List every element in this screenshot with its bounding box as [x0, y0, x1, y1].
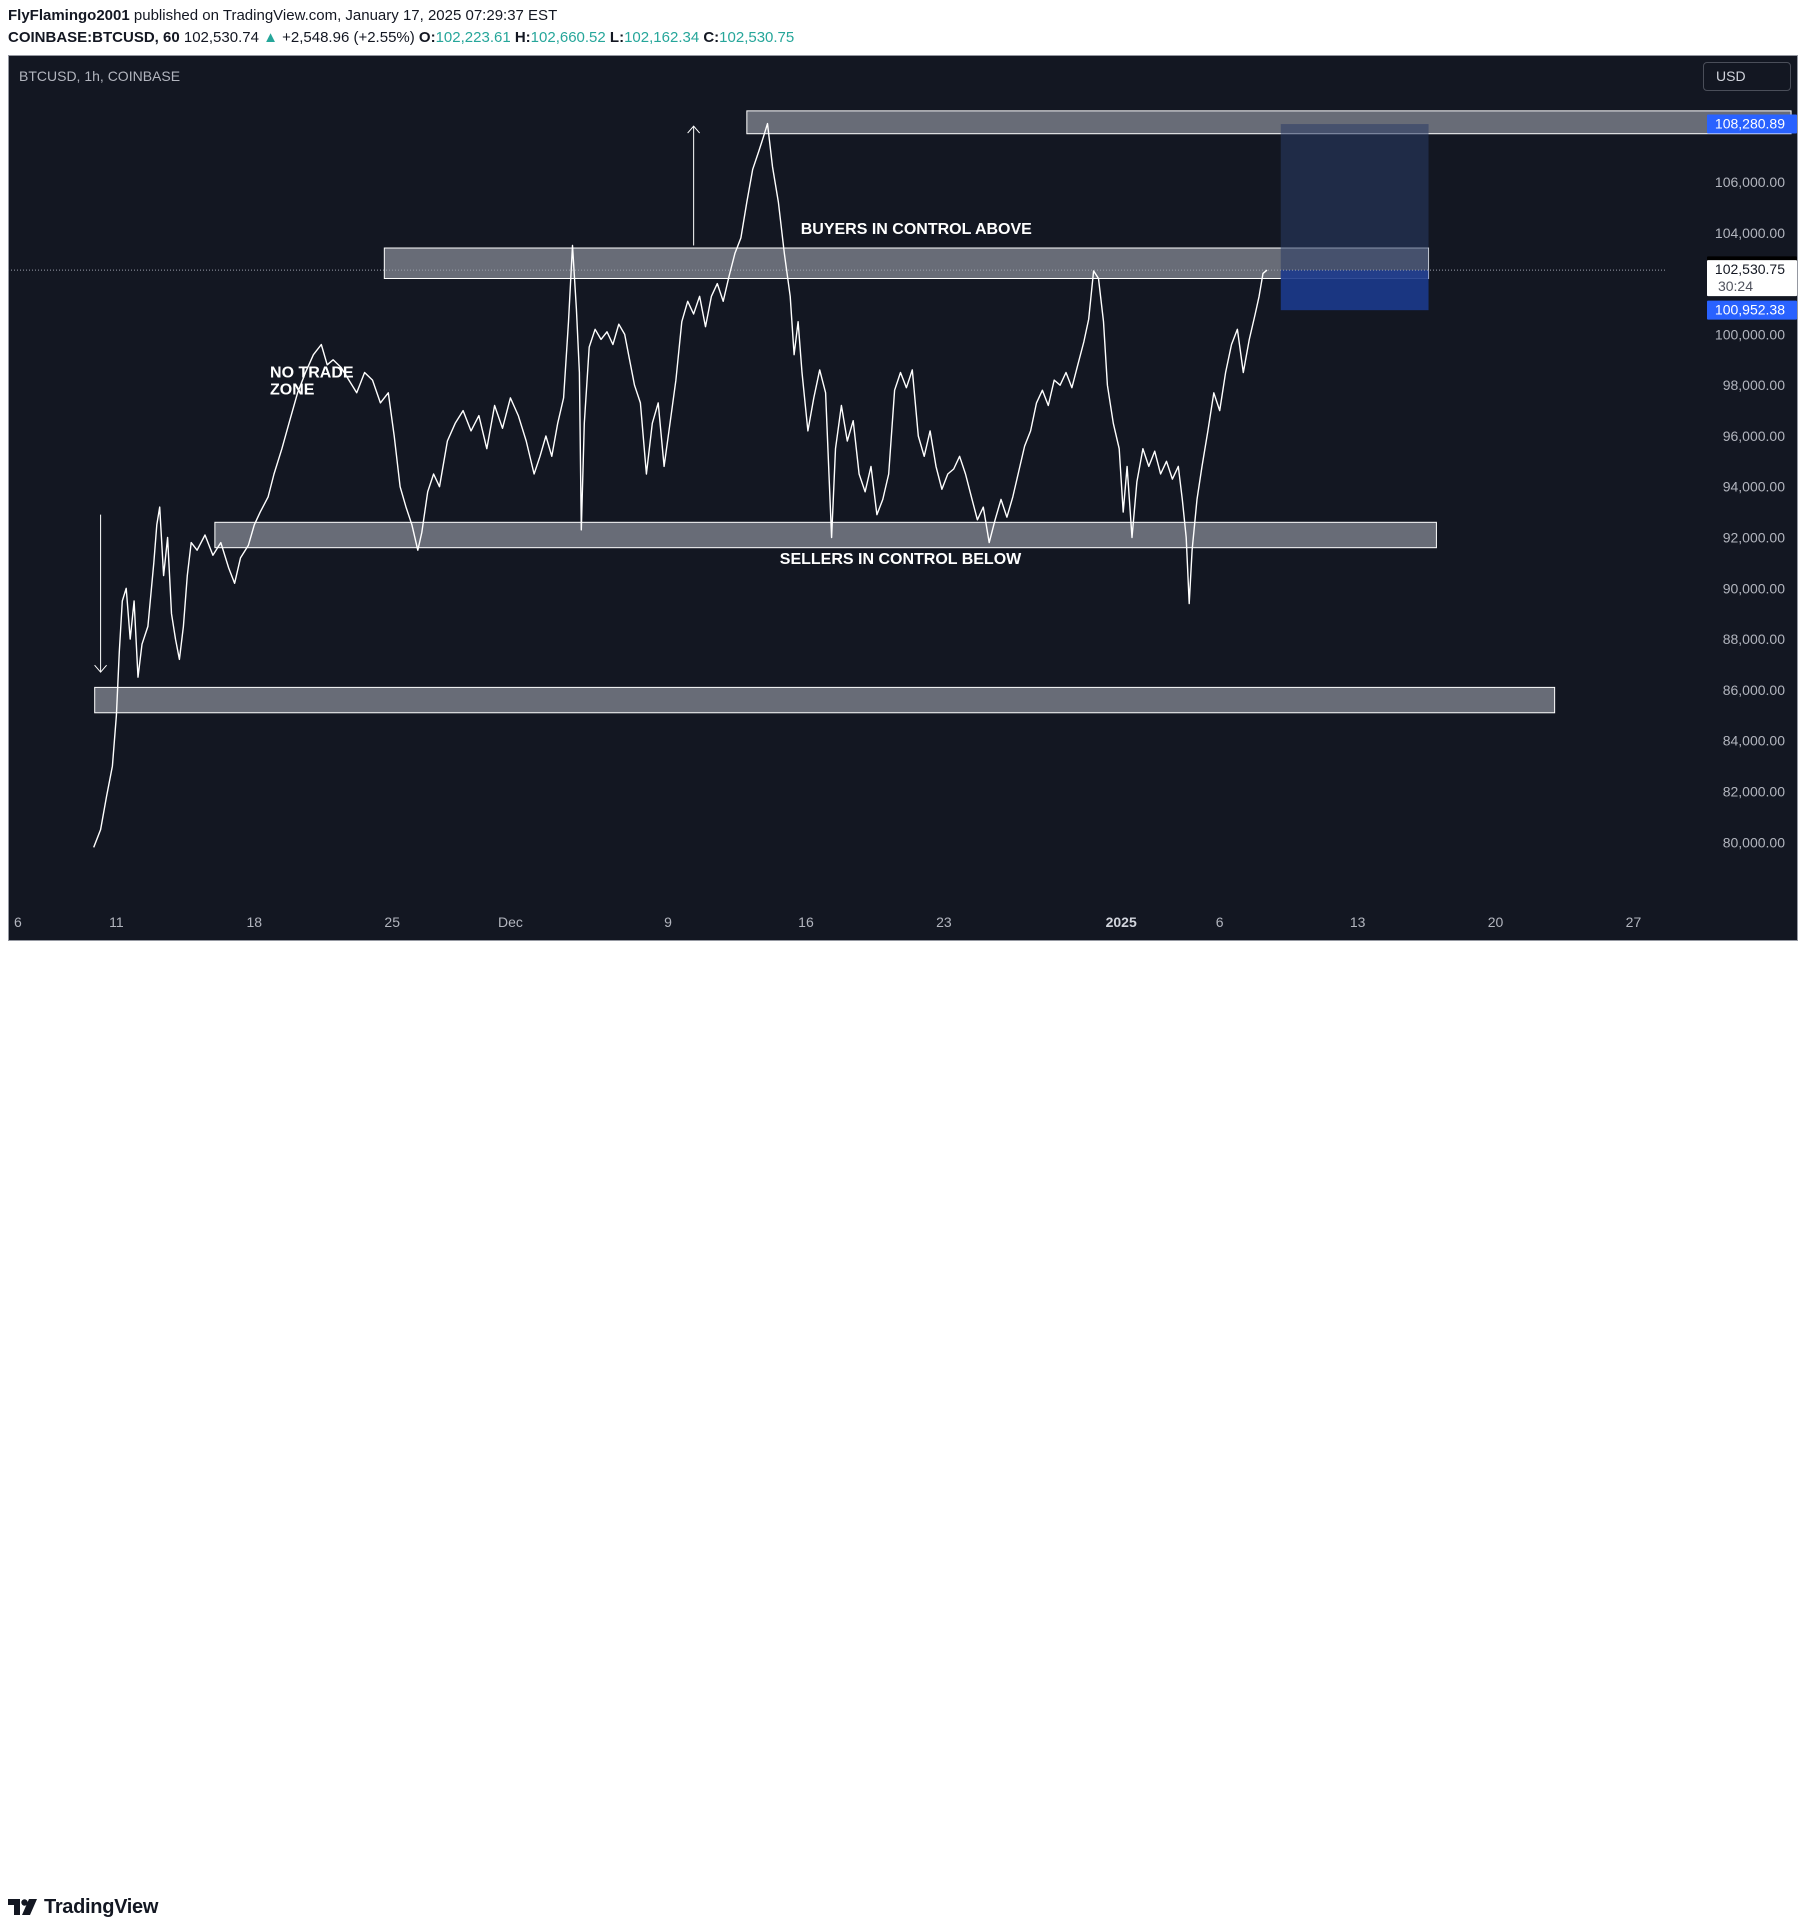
- y-tick-label: 100,000.00: [1715, 326, 1785, 342]
- chart-symbol-label: BTCUSD, 1h, COINBASE: [19, 68, 181, 84]
- last-price-label-countdown: 30:24: [1718, 278, 1753, 294]
- x-tick-label: 6: [1216, 914, 1224, 930]
- change-value: +2,548.96 (+2.55%): [282, 29, 415, 46]
- zone-buyers[interactable]: [383, 247, 1430, 279]
- y-tick-label: 86,000.00: [1723, 682, 1785, 698]
- target-price-label-bg: [1707, 114, 1797, 134]
- price-line: [93, 122, 1268, 848]
- up-arrow-head: [687, 125, 701, 134]
- publish-info: FlyFlamingo2001 published on TradingView…: [8, 7, 557, 24]
- y-tick-label: 94,000.00: [1723, 479, 1785, 495]
- ohlc-legend: COINBASE:BTCUSD, 60 102,530.74 ▲ +2,548.…: [8, 29, 794, 46]
- last-price-label-bg: [1707, 260, 1797, 297]
- position-target-zone: [1280, 124, 1429, 271]
- x-tick-label: 2025: [1106, 914, 1137, 930]
- y-tick-label: 96,000.00: [1723, 428, 1785, 444]
- chart-panel[interactable]: [8, 55, 1798, 941]
- zone-top[interactable]: [746, 110, 1792, 135]
- tradingview-logo-icon: [8, 1899, 37, 1915]
- x-tick-label: 20: [1488, 914, 1504, 930]
- no-trade-zone-label-line-1: ZONE: [270, 382, 315, 399]
- tradingview-brand: TradingView: [44, 1895, 159, 1918]
- zone-bottom[interactable]: [94, 686, 1556, 714]
- x-tick-label: 18: [246, 914, 262, 930]
- high-label: H:: [514, 29, 531, 46]
- close-value: 102,530.75: [719, 29, 795, 46]
- position-stop-zone: [1280, 270, 1429, 311]
- no-trade-zone-label: NO TRADE: [270, 365, 354, 382]
- last-price-label: 102,530.75: [1715, 261, 1785, 277]
- y-tick-label: 104,000.00: [1715, 225, 1785, 241]
- x-tick-label: 27: [1626, 914, 1642, 930]
- y-tick-label: 80,000.00: [1723, 834, 1785, 850]
- symbol-interval: COINBASE:BTCUSD, 60: [8, 29, 180, 46]
- stop-price-label: 100,952.38: [1715, 302, 1785, 318]
- x-tick-label: 25: [384, 914, 400, 930]
- publish-text: published on TradingView.com, January 17…: [129, 7, 558, 24]
- tradingview-logo[interactable]: TradingView: [8, 1895, 158, 1919]
- close-label: C:: [703, 29, 720, 46]
- change-up-icon: ▲: [263, 29, 278, 46]
- x-tick-label: 13: [1350, 914, 1366, 930]
- open-label: O:: [418, 29, 436, 46]
- author-name[interactable]: FlyFlamingo2001: [8, 7, 130, 24]
- y-tick-label: 90,000.00: [1723, 580, 1785, 596]
- open-value: 102,223.61: [435, 29, 511, 46]
- stop-price-label-bg: [1707, 300, 1797, 320]
- down-arrow-head: [94, 664, 107, 673]
- x-tick-label: 9: [664, 914, 672, 930]
- last-value: 102,530.74: [183, 29, 259, 46]
- publish-header: FlyFlamingo2001 published on TradingView…: [0, 0, 1806, 55]
- y-tick-label: 98,000.00: [1723, 377, 1785, 393]
- buyers-label: BUYERS IN CONTROL ABOVE: [801, 221, 1032, 238]
- sellers-label: SELLERS IN CONTROL BELOW: [780, 551, 1022, 568]
- low-value: 102,162.34: [624, 29, 700, 46]
- zone-sellers[interactable]: [214, 521, 1437, 549]
- y-tick-label: 84,000.00: [1723, 733, 1785, 749]
- x-tick-label: 11: [109, 914, 124, 930]
- high-value: 102,660.52: [530, 29, 606, 46]
- y-tick-label: 106,000.00: [1715, 174, 1785, 190]
- x-tick-label: 6: [14, 914, 22, 930]
- y-tick-label: 88,000.00: [1723, 631, 1785, 647]
- currency-button[interactable]: USD: [1703, 62, 1791, 91]
- x-tick-label: 23: [936, 914, 952, 930]
- low-label: L:: [609, 29, 625, 46]
- footer-bar: TradingView: [0, 941, 1806, 1918]
- y-tick-label: 92,000.00: [1723, 530, 1785, 546]
- y-tick-label: 82,000.00: [1723, 784, 1785, 800]
- x-tick-label: 16: [798, 914, 814, 930]
- x-tick-label: Dec: [498, 914, 523, 930]
- target-price-label: 108,280.89: [1715, 116, 1785, 132]
